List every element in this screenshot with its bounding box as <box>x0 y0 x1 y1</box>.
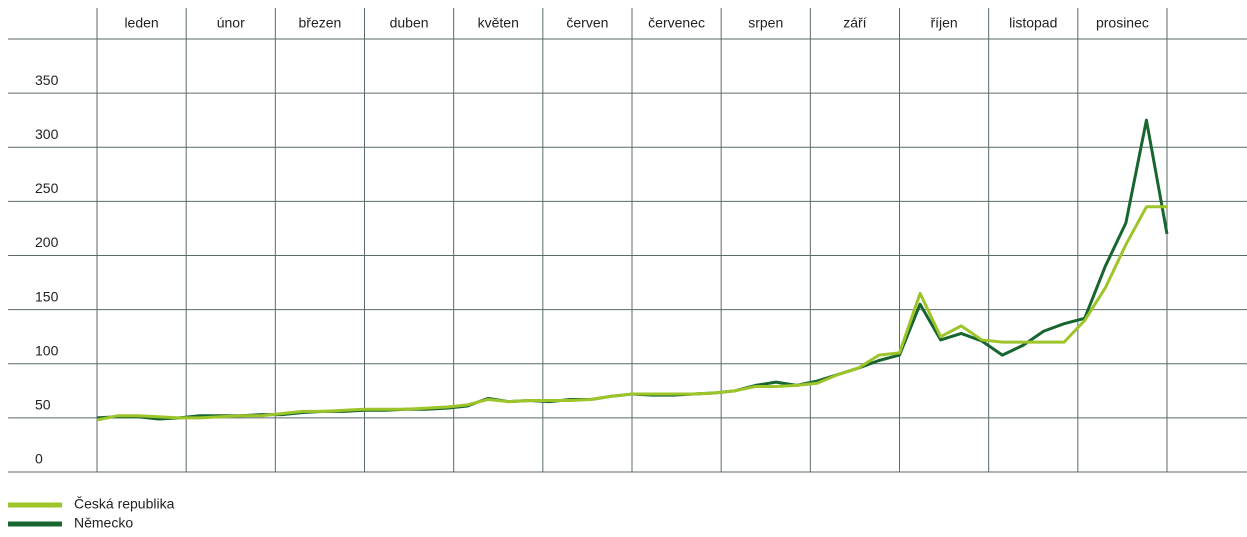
y-tick-label: 200 <box>35 234 59 250</box>
month-label: březen <box>299 15 342 31</box>
y-tick-label: 250 <box>35 180 59 196</box>
month-label: leden <box>124 15 158 31</box>
month-label: září <box>843 15 866 31</box>
month-label: únor <box>217 15 245 31</box>
y-tick-label: 100 <box>35 342 59 358</box>
y-tick-label: 0 <box>35 451 43 467</box>
month-label: červen <box>566 15 608 31</box>
y-tick-label: 150 <box>35 288 59 304</box>
month-label: říjen <box>930 15 957 31</box>
month-label: červenec <box>648 15 705 31</box>
y-tick-label: 300 <box>35 126 59 142</box>
legend-label: Německo <box>74 515 133 531</box>
month-label: prosinec <box>1096 15 1149 31</box>
month-label: květen <box>478 15 519 31</box>
legend-label: Česká republika <box>74 496 175 512</box>
month-label: srpen <box>748 15 783 31</box>
month-label: listopad <box>1009 15 1057 31</box>
y-tick-label: 350 <box>35 72 59 88</box>
month-label: duben <box>390 15 429 31</box>
series-line <box>96 205 1167 422</box>
y-tick-label: 50 <box>35 397 51 413</box>
